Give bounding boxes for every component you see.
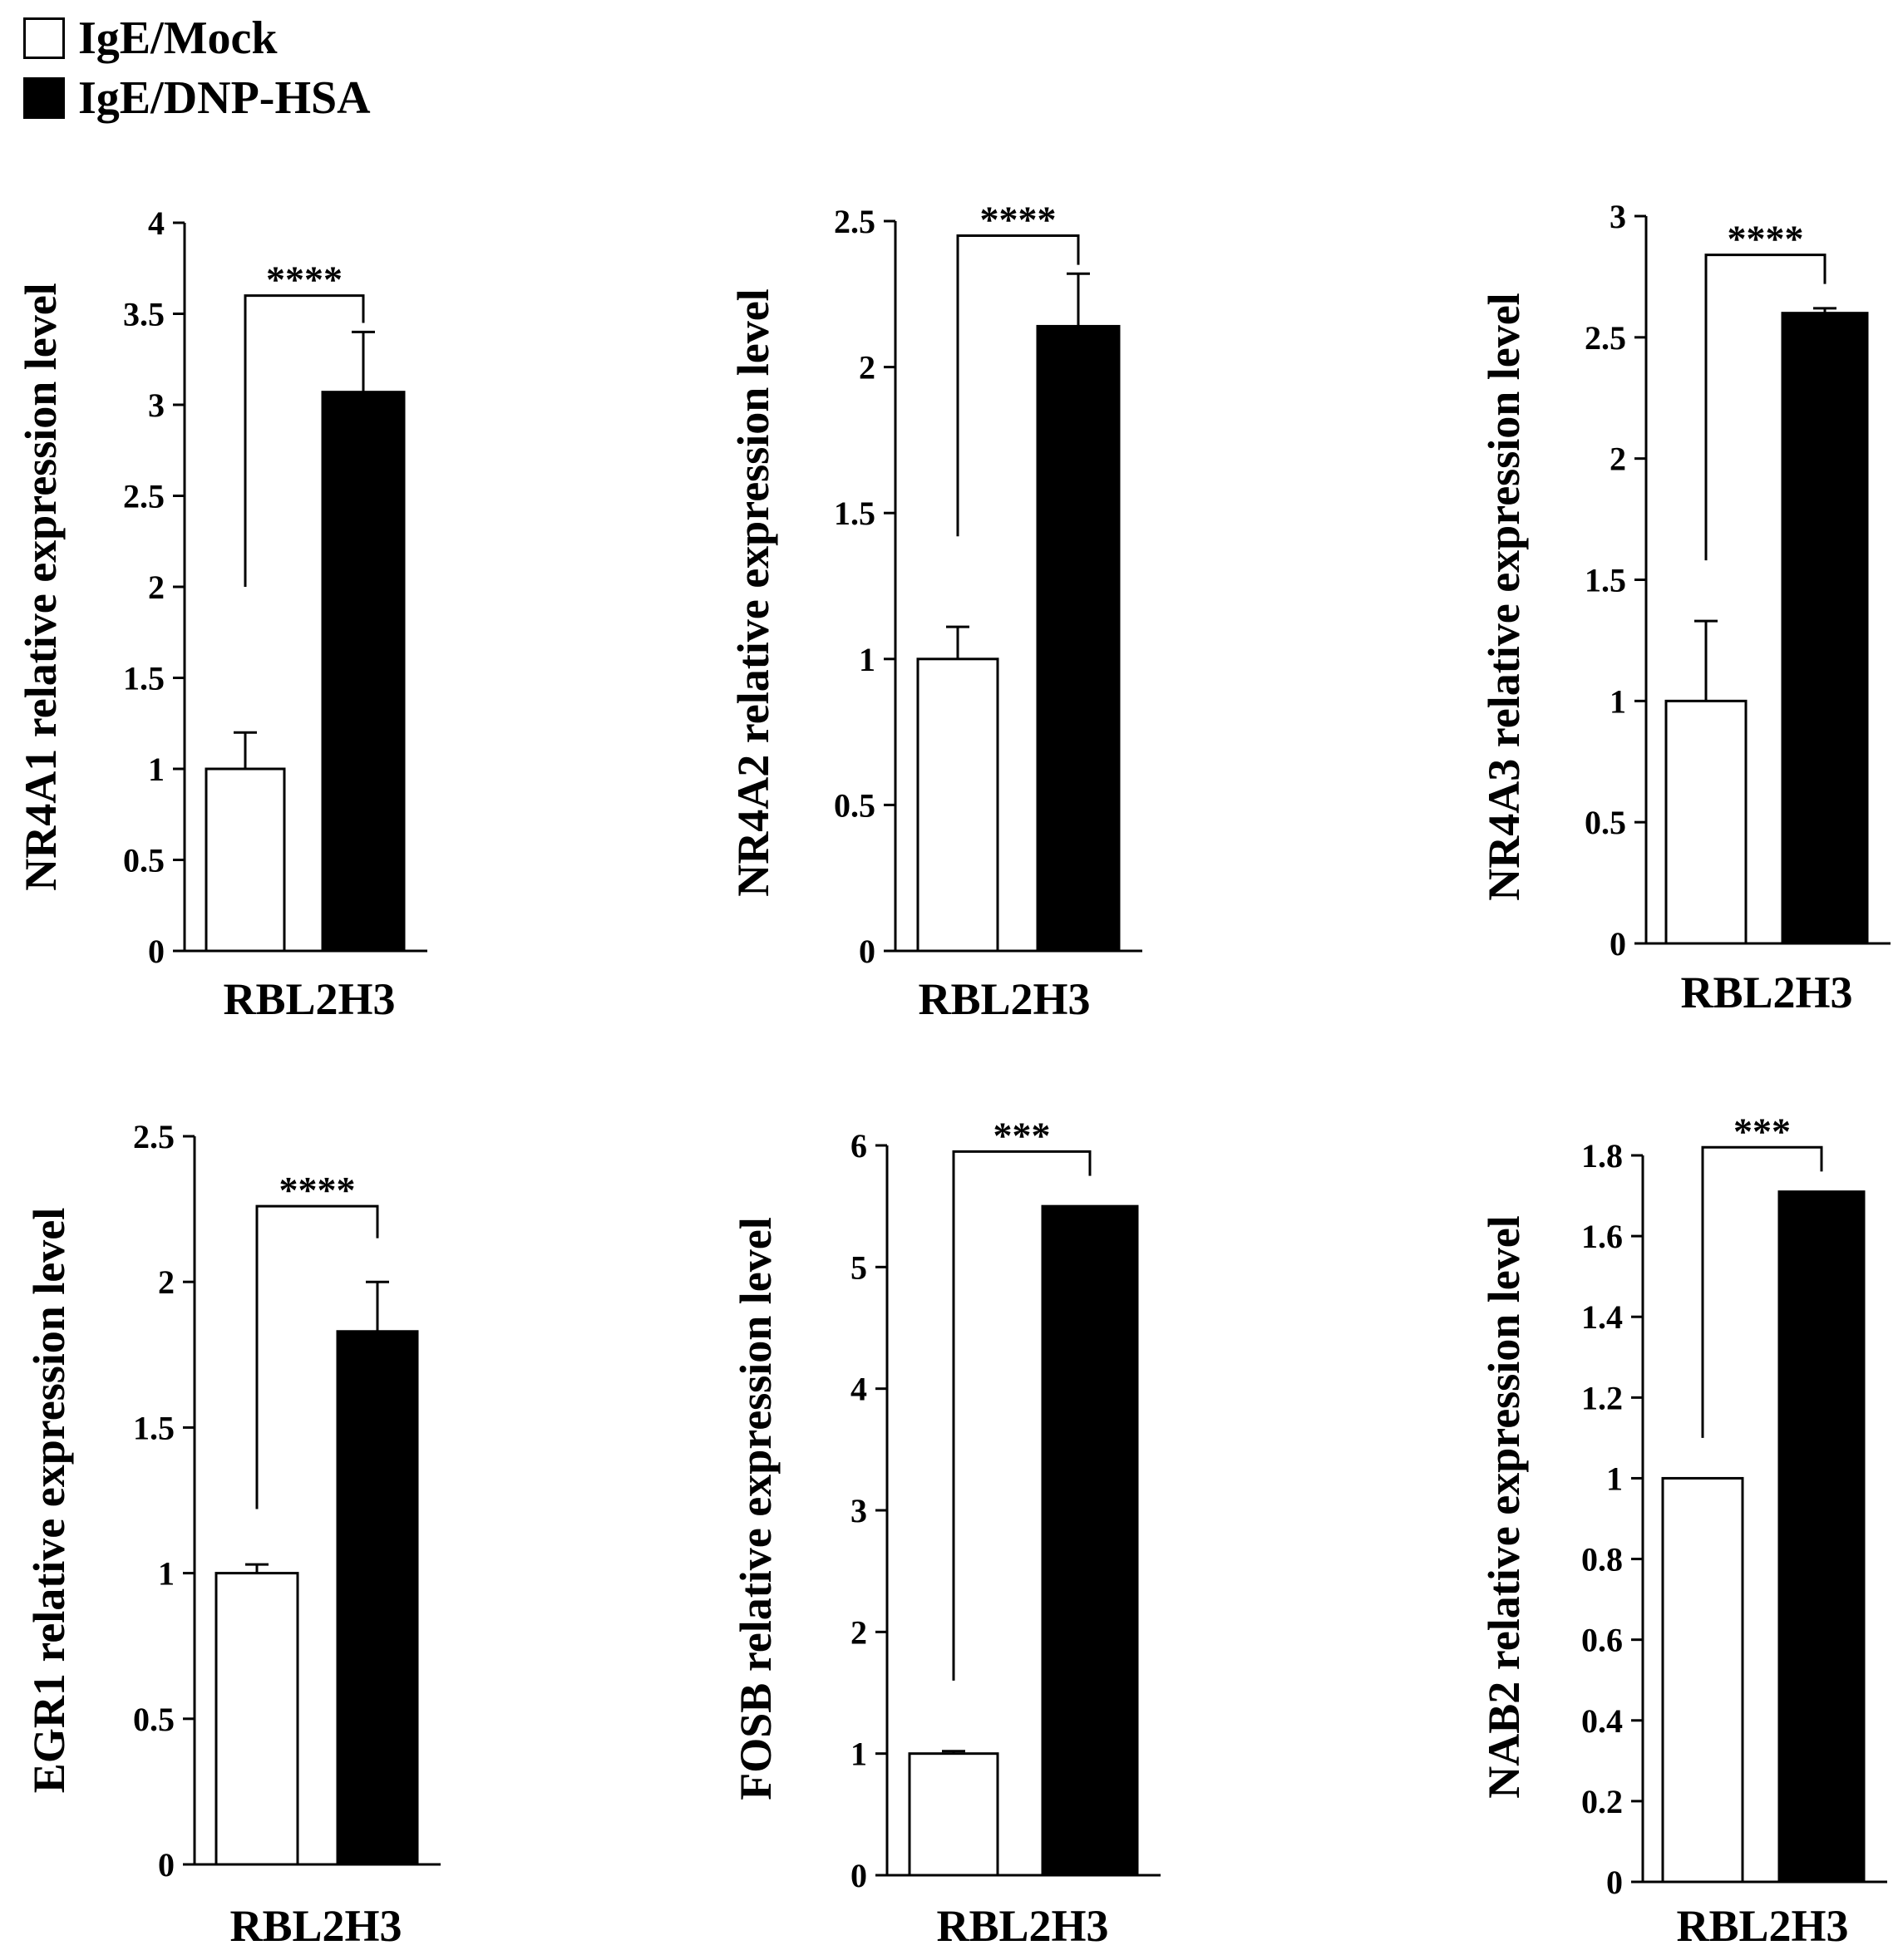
y-tick-label: 0 <box>859 933 875 970</box>
legend-item-dnp: IgE/DNP-HSA <box>23 68 371 128</box>
legend-swatch-dnp <box>23 77 65 119</box>
significance-label: **** <box>1728 218 1804 260</box>
bar-mock <box>908 1752 999 1877</box>
x-category-label: RBL2H3 <box>1676 1901 1848 1951</box>
y-tick-label: 0 <box>1610 925 1626 963</box>
y-tick-label: 0 <box>158 1846 175 1884</box>
y-tick-label: 2.5 <box>1585 319 1626 357</box>
y-tick-label: 4 <box>850 1371 867 1408</box>
significance-bracket <box>956 234 1080 537</box>
y-tick-label: 1 <box>1610 682 1626 720</box>
legend-label-dnp: IgE/DNP-HSA <box>78 72 371 124</box>
y-tick-label: 2 <box>1610 441 1626 478</box>
y-tick-label: 0.5 <box>123 842 165 879</box>
x-category-label: RBL2H3 <box>936 1901 1108 1951</box>
significance-label: *** <box>993 1114 1051 1156</box>
significance-bracket <box>1704 254 1827 561</box>
x-category-label: RBL2H3 <box>223 974 395 1024</box>
bar-dnp <box>1041 1204 1139 1877</box>
y-tick-label: 2 <box>158 1263 175 1301</box>
bar-mock <box>916 657 999 953</box>
y-tick-label: 3 <box>850 1492 867 1529</box>
y-tick-label: 1.5 <box>834 495 875 532</box>
y-tick-label: 1 <box>158 1555 175 1593</box>
legend-label-mock: IgE/Mock <box>78 12 278 64</box>
y-tick-label: 1.8 <box>1581 1137 1623 1175</box>
y-tick-label: 1.6 <box>1581 1218 1623 1255</box>
legend-swatch-mock <box>23 17 65 59</box>
y-tick-label: 0 <box>1606 1864 1623 1901</box>
y-tick-label: 6 <box>850 1127 867 1165</box>
y-tick-label: 2.5 <box>133 1118 175 1155</box>
x-category-label: RBL2H3 <box>1680 968 1852 1017</box>
y-tick-label: 0.5 <box>133 1701 175 1738</box>
y-tick-label: 0 <box>148 933 165 970</box>
bar-mock <box>205 767 286 953</box>
significance-bracket <box>1701 1145 1823 1438</box>
y-tick-label: 3.5 <box>123 296 165 333</box>
bar-mock <box>214 1572 299 1866</box>
y-tick-label: 2 <box>850 1613 867 1651</box>
y-axis-label: EGR1 relative expression level <box>24 1208 74 1793</box>
y-tick-label: 0.5 <box>1585 804 1626 841</box>
legend-item-mock: IgE/Mock <box>23 8 371 68</box>
y-tick-label: 5 <box>850 1248 867 1286</box>
y-tick-label: 0 <box>850 1857 867 1894</box>
y-tick-label: 2.5 <box>123 478 165 515</box>
significance-bracket <box>952 1150 1092 1681</box>
x-category-label: RBL2H3 <box>918 974 1090 1024</box>
y-tick-label: 1 <box>148 751 165 788</box>
bar-dnp <box>1777 1190 1866 1884</box>
x-category-label: RBL2H3 <box>229 1901 402 1951</box>
y-tick-label: 2 <box>148 569 165 606</box>
y-tick-label: 0.2 <box>1581 1783 1623 1820</box>
legend: IgE/Mock IgE/DNP-HSA <box>23 8 371 128</box>
y-tick-label: 1.5 <box>123 660 165 697</box>
y-tick-label: 1.4 <box>1581 1298 1623 1336</box>
significance-label: **** <box>279 1169 356 1211</box>
bar-dnp <box>1781 312 1869 945</box>
y-tick-label: 0.4 <box>1581 1702 1623 1740</box>
significance-label: **** <box>980 199 1057 241</box>
bar-dnp <box>336 1330 419 1866</box>
y-tick-label: 3 <box>148 387 165 424</box>
y-axis-label: NR4A2 relative expression level <box>728 288 778 896</box>
y-tick-label: 2.5 <box>834 203 875 240</box>
significance-label: **** <box>266 259 343 301</box>
significance-label: *** <box>1733 1110 1791 1152</box>
y-tick-label: 1 <box>1606 1460 1623 1497</box>
y-tick-label: 1.2 <box>1581 1379 1623 1416</box>
y-tick-label: 4 <box>148 204 165 242</box>
bar-dnp <box>1036 324 1121 953</box>
y-axis-label: NAB2 relative expression level <box>1479 1215 1529 1798</box>
y-axis-label: NR4A3 relative expression level <box>1479 293 1529 900</box>
y-axis-label: NR4A1 relative expression level <box>16 283 66 890</box>
y-tick-label: 0.5 <box>834 786 875 824</box>
bar-mock <box>1661 1476 1744 1884</box>
y-tick-label: 1.5 <box>133 1409 175 1446</box>
y-tick-label: 1 <box>850 1736 867 1773</box>
y-tick-label: 1.5 <box>1585 562 1626 599</box>
y-tick-label: 0.8 <box>1581 1541 1623 1578</box>
y-tick-label: 0.6 <box>1581 1622 1623 1659</box>
bar-mock <box>1664 699 1748 945</box>
significance-bracket <box>244 294 365 587</box>
bar-dnp <box>321 391 406 953</box>
significance-bracket <box>255 1204 379 1509</box>
y-tick-label: 1 <box>859 641 875 678</box>
y-axis-label: FOSB relative expression level <box>731 1217 781 1800</box>
y-tick-label: 2 <box>859 349 875 387</box>
y-tick-label: 3 <box>1610 198 1626 235</box>
